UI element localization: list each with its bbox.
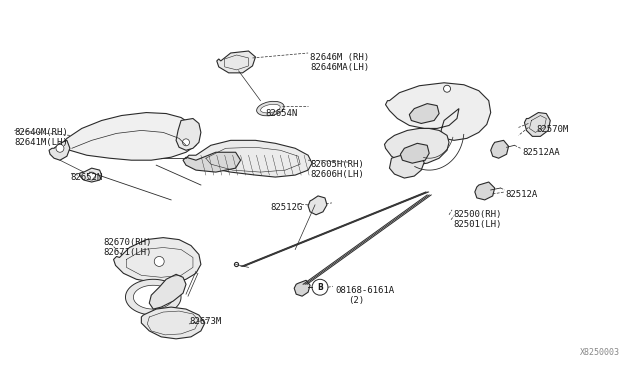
Text: 82500(RH): 82500(RH) [453,210,501,219]
Polygon shape [308,196,327,215]
Text: (2): (2) [348,296,364,305]
Text: 82673M: 82673M [189,317,221,326]
Text: 08168-6161A: 08168-6161A [335,286,394,295]
Text: 82646M (RH): 82646M (RH) [310,53,369,62]
Ellipse shape [260,104,280,113]
Polygon shape [294,280,310,296]
Polygon shape [113,238,201,283]
Polygon shape [186,140,312,177]
Polygon shape [385,83,491,140]
Polygon shape [133,285,173,309]
Polygon shape [217,51,255,73]
Text: 82640M(RH): 82640M(RH) [14,128,68,137]
Circle shape [56,144,64,152]
Text: 82570M: 82570M [536,125,568,134]
Polygon shape [141,307,205,339]
Circle shape [444,85,451,92]
Text: B: B [317,283,323,292]
Circle shape [154,256,164,266]
Text: 82641M(LH): 82641M(LH) [14,138,68,147]
Circle shape [88,172,96,180]
Ellipse shape [257,101,284,116]
Text: 82501(LH): 82501(LH) [453,220,501,229]
Polygon shape [80,168,102,182]
Polygon shape [385,128,449,165]
Polygon shape [390,154,424,178]
Polygon shape [401,143,429,163]
Polygon shape [125,279,181,315]
Text: 82670(RH): 82670(RH) [104,238,152,247]
Text: 82654N: 82654N [266,109,298,118]
Text: 82605H(RH): 82605H(RH) [310,160,364,169]
Polygon shape [410,104,439,124]
Circle shape [312,279,328,295]
Polygon shape [475,182,495,200]
Text: 82652N: 82652N [70,173,102,182]
Polygon shape [54,113,199,160]
Circle shape [182,139,189,146]
Polygon shape [49,140,70,160]
Text: 82606H(LH): 82606H(LH) [310,170,364,179]
Text: 82512A: 82512A [506,190,538,199]
Polygon shape [176,119,201,150]
Text: 82512G: 82512G [270,203,303,212]
Polygon shape [183,152,241,172]
Text: 82671(LH): 82671(LH) [104,247,152,257]
Text: 82646MA(LH): 82646MA(LH) [310,63,369,72]
Polygon shape [524,113,550,137]
Text: 82512AA: 82512AA [522,148,560,157]
Polygon shape [491,140,509,158]
Text: X8250003: X8250003 [580,348,620,357]
Polygon shape [149,274,186,309]
